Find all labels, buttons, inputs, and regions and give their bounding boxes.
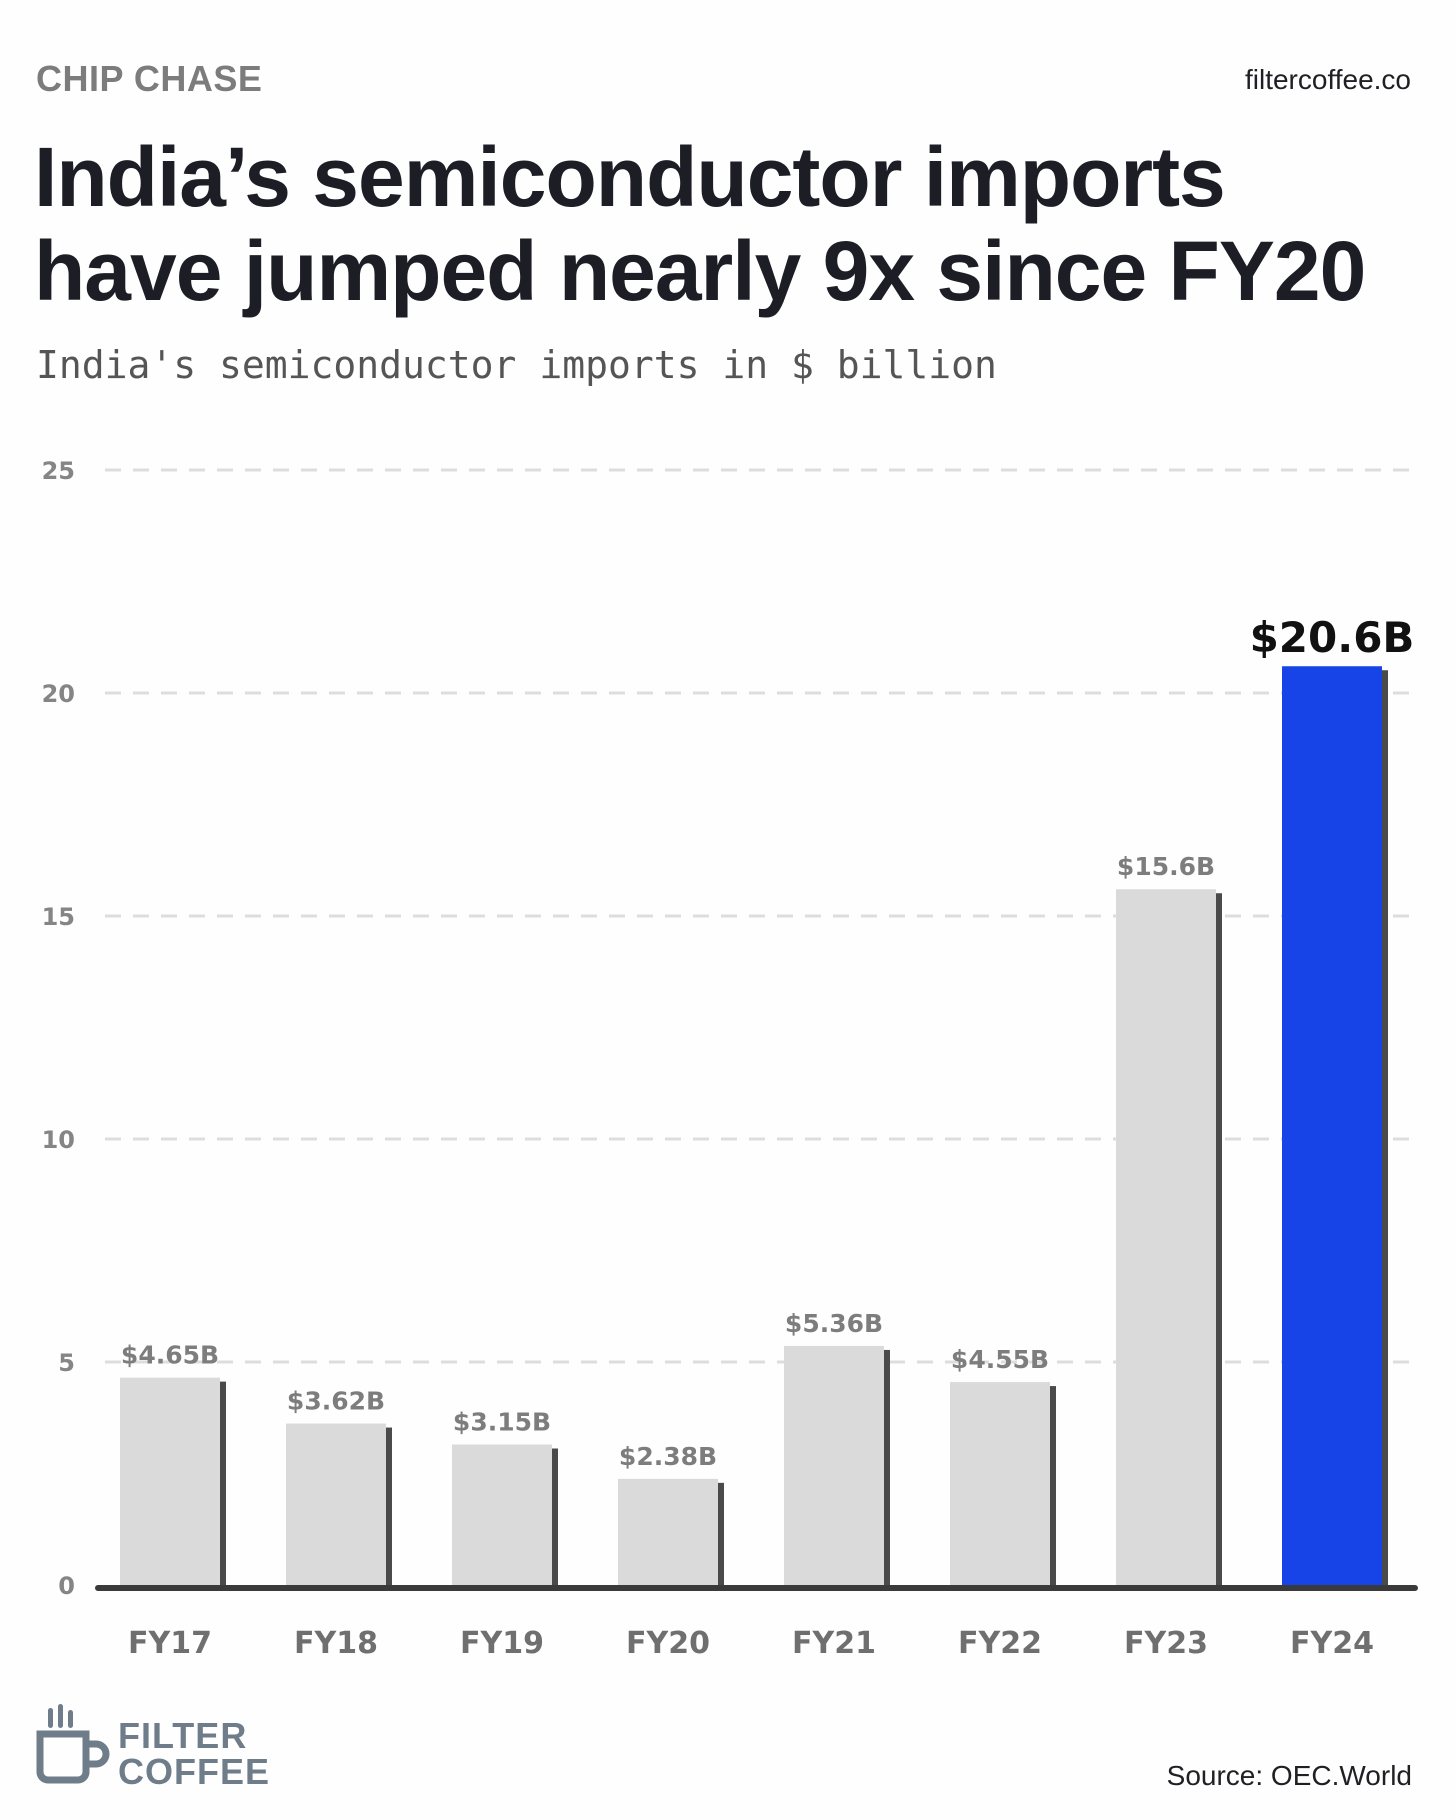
chart-subtitle: India's semiconductor imports in $ billi… xyxy=(36,343,997,387)
data-label: $5.36B xyxy=(785,1309,883,1338)
y-tick-label: 5 xyxy=(58,1349,75,1377)
source-note: Source: OEC.World xyxy=(1166,1760,1412,1791)
bar xyxy=(452,1444,552,1585)
bars-layer xyxy=(120,666,1388,1585)
y-axis-ticks: 0 5 10 15 20 25 xyxy=(42,457,75,1600)
page-title: India’s semiconductor imports have jumpe… xyxy=(34,130,1434,318)
y-tick-label: 20 xyxy=(42,680,75,708)
x-tick-label: FY19 xyxy=(460,1626,544,1661)
x-axis-ticks: FY17 FY18 FY19 FY20 FY21 FY22 FY23 FY24 xyxy=(128,1626,1374,1661)
y-tick-label: 0 xyxy=(58,1572,75,1600)
bar xyxy=(950,1382,1050,1585)
title-line-2: have jumped nearly 9x since FY20 xyxy=(34,224,1366,318)
bar xyxy=(784,1345,884,1585)
bar-chart: 0 5 10 15 20 25 $4.65B $3.62B $3.15B $2.38B $5.36… xyxy=(42,457,1420,1661)
title-line-1: India’s semiconductor imports xyxy=(34,130,1226,224)
bar xyxy=(286,1423,386,1585)
x-tick-label: FY22 xyxy=(958,1626,1042,1661)
bar xyxy=(618,1478,718,1585)
brand-logo-text: FILTER COFFEE xyxy=(118,1718,270,1790)
coffee-cup-icon xyxy=(36,1704,110,1784)
y-tick-label: 15 xyxy=(42,903,75,931)
logo-line-1: FILTER xyxy=(118,1715,248,1756)
x-tick-label: FY18 xyxy=(294,1626,378,1661)
bar xyxy=(1282,666,1382,1585)
logo-line-2: COFFEE xyxy=(118,1751,271,1792)
y-tick-label: 25 xyxy=(42,457,75,485)
data-label: $20.6B xyxy=(1250,613,1415,662)
site-url[interactable]: filtercoffee.co xyxy=(1244,64,1411,95)
x-tick-label: FY24 xyxy=(1290,1626,1374,1661)
x-tick-label: FY21 xyxy=(792,1626,876,1661)
x-tick-label: FY20 xyxy=(626,1626,710,1661)
x-tick-label: FY17 xyxy=(128,1626,212,1661)
bar xyxy=(120,1377,220,1585)
data-label: $4.65B xyxy=(121,1341,219,1370)
data-label: $15.6B xyxy=(1117,852,1215,881)
data-label: $3.15B xyxy=(453,1408,551,1437)
x-tick-label: FY23 xyxy=(1124,1626,1208,1661)
bar xyxy=(1116,889,1216,1585)
y-tick-label: 10 xyxy=(42,1126,75,1154)
value-labels-layer: $4.65B $3.62B $3.15B $2.38B $5.36B $4.55B $15.… xyxy=(121,613,1415,1471)
data-label: $4.55B xyxy=(951,1345,1049,1374)
kicker-label: CHIP CHASE xyxy=(36,58,263,99)
data-label: $2.38B xyxy=(619,1442,717,1471)
data-label: $3.62B xyxy=(287,1387,385,1416)
grid-layer xyxy=(105,468,1420,1364)
